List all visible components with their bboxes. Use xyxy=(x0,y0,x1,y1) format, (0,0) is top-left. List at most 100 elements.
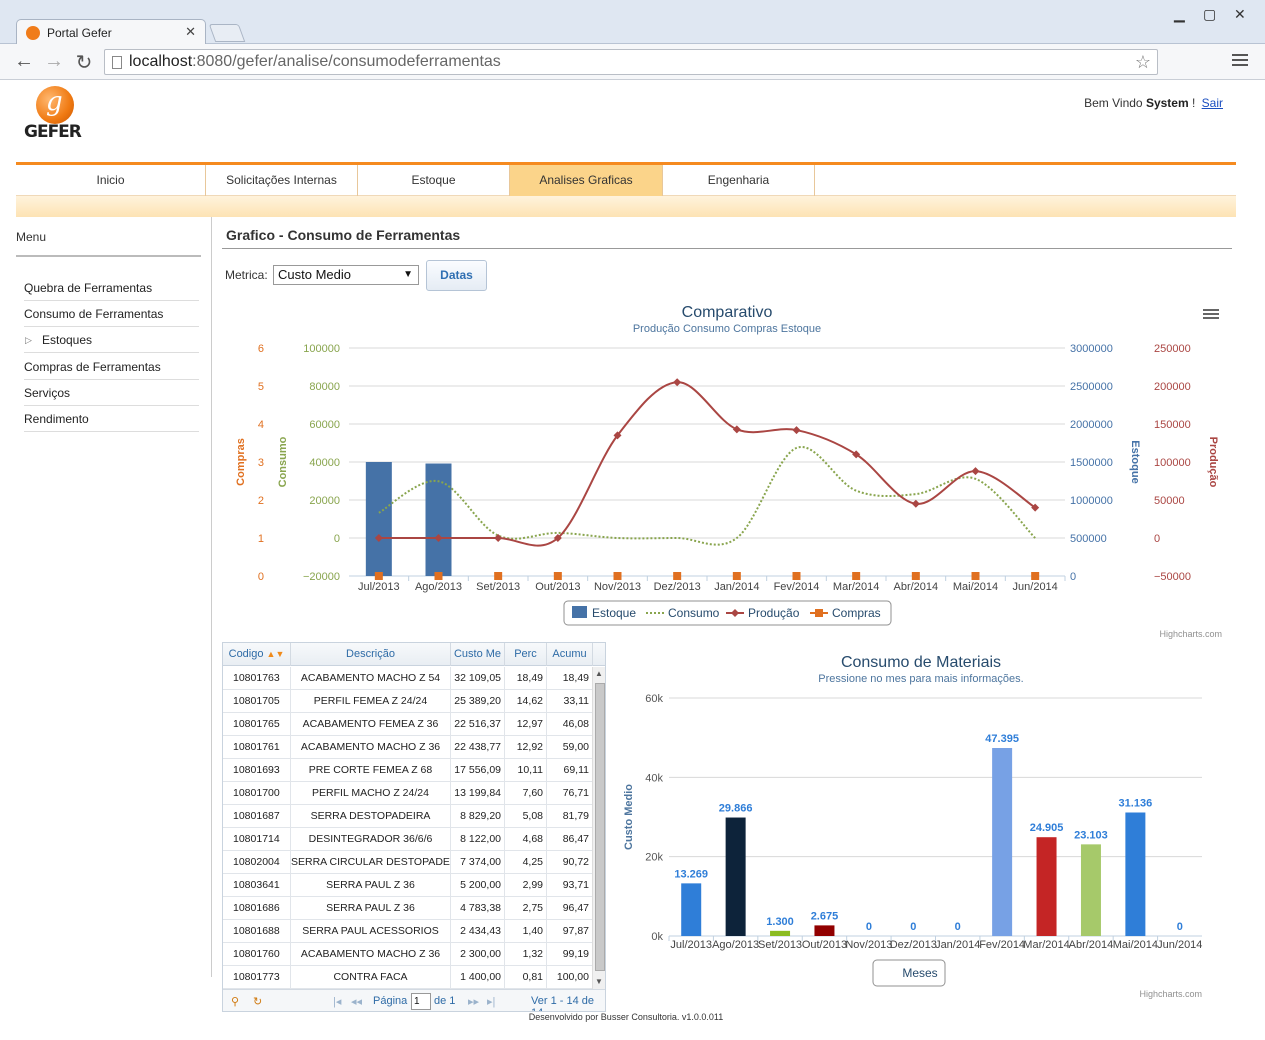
col-custo[interactable]: Custo Me xyxy=(451,643,505,666)
consumo-bar[interactable] xyxy=(814,925,835,936)
nav-item-solicitacoes[interactable]: Solicitações Internas xyxy=(206,165,358,196)
producao-point[interactable] xyxy=(971,467,980,476)
page-number-input[interactable]: 1 xyxy=(411,993,431,1010)
sidebar-item-consumo[interactable]: Consumo de Ferramentas xyxy=(24,301,199,327)
producao-point[interactable] xyxy=(374,534,383,542)
nav-item-inicio[interactable]: Inicio xyxy=(16,165,206,196)
table-row[interactable]: 10801687 SERRA DESTOPADEIRA 8 829,20 5,08 81… xyxy=(223,805,593,828)
legend-item-produção[interactable]: Produção xyxy=(726,606,800,620)
compras-point[interactable] xyxy=(852,572,861,580)
legend-item-consumo[interactable]: Consumo xyxy=(646,606,720,620)
forward-icon[interactable]: → xyxy=(44,50,64,72)
reload-icon[interactable]: ↻ xyxy=(75,52,93,74)
table-row[interactable]: 10801763 ACABAMENTO MACHO Z 54 32 109,05 18… xyxy=(223,667,593,690)
nav-item-estoque[interactable]: Estoque xyxy=(358,165,510,196)
consumo-bar[interactable] xyxy=(992,747,1013,936)
consumo-bar[interactable] xyxy=(681,883,702,936)
legend-item-estoque[interactable]: Estoque xyxy=(572,606,636,620)
window-close-icon[interactable]: ✕ xyxy=(1234,6,1246,22)
sidebar-item-quebra[interactable]: Quebra de Ferramentas xyxy=(24,275,199,301)
compras-point[interactable] xyxy=(792,572,801,580)
table-row[interactable]: 10803641 SERRA PAUL Z 36 5 200,00 2,99 93,71 xyxy=(223,874,593,897)
gefer-logo[interactable]: g GEFER xyxy=(24,86,82,142)
back-icon[interactable]: ← xyxy=(14,50,34,72)
search-icon[interactable]: ⚲ xyxy=(231,996,240,1008)
new-tab-button[interactable] xyxy=(208,24,246,42)
compras-point[interactable] xyxy=(971,572,980,580)
table-row[interactable]: 10801773 CONTRA FACA 1 400,00 0,81 100,00 xyxy=(223,966,593,989)
last-page-icon[interactable]: ▸| xyxy=(487,996,496,1008)
comparativo-chart[interactable]: Comparativo Produção Consumo Compras Est… xyxy=(222,294,1232,644)
table-row[interactable]: 10801714 DESINTEGRADOR 36/6/6 8 122,00 4,68… xyxy=(223,828,593,851)
metric-select[interactable]: Custo Medio ▼ xyxy=(273,265,419,285)
producao-point[interactable] xyxy=(852,450,861,459)
prev-page-icon[interactable]: ◂◂ xyxy=(351,996,363,1008)
nav-item-analises-graficas[interactable]: Analises Graficas xyxy=(510,165,663,196)
consumo-bar[interactable] xyxy=(1080,844,1101,936)
logout-link[interactable]: Sair xyxy=(1201,96,1223,110)
url-text[interactable]: localhost:8080/gefer/analise/consumodefe… xyxy=(129,53,501,70)
compras-point[interactable] xyxy=(1031,572,1040,580)
next-page-icon[interactable]: ▸▸ xyxy=(468,996,480,1008)
producao-point[interactable] xyxy=(673,378,682,387)
chart-menu-icon[interactable] xyxy=(1203,309,1219,319)
producao-point[interactable] xyxy=(1031,503,1040,512)
table-row[interactable]: 10801700 PERFIL MACHO Z 24/24 13 199,84 7,6… xyxy=(223,782,593,805)
compras-point[interactable] xyxy=(732,572,741,580)
consumo-bar[interactable] xyxy=(725,817,746,936)
nav-item-engenharia[interactable]: Engenharia xyxy=(663,165,815,196)
minimize-icon[interactable]: ▁ xyxy=(1174,6,1185,22)
legend-item-meses[interactable]: Meses xyxy=(872,959,946,987)
consumo-bar[interactable] xyxy=(1125,812,1146,936)
producao-point[interactable] xyxy=(434,534,443,542)
address-bar[interactable]: localhost:8080/gefer/analise/consumodefe… xyxy=(104,49,1158,75)
consumo-line[interactable] xyxy=(378,446,1036,546)
maximize-icon[interactable]: ▢ xyxy=(1203,6,1217,22)
legend-item-compras[interactable]: Compras xyxy=(810,606,881,620)
consumo-bar[interactable] xyxy=(770,930,791,936)
table-row[interactable]: 10802004 SERRA CIRCULAR DESTOPADEIRA 7 374… xyxy=(223,851,593,874)
sidebar-item-estoques[interactable]: ▷ Estoques xyxy=(24,327,199,353)
producao-point[interactable] xyxy=(494,534,503,542)
sidebar-item-servicos[interactable]: Serviços xyxy=(24,380,199,406)
col-codigo[interactable]: Codigo ▲▼ xyxy=(223,643,291,666)
producao-point[interactable] xyxy=(553,534,562,542)
table-row[interactable]: 10801760 ACABAMENTO MACHO Z 36 2 300,00 1,3… xyxy=(223,943,593,966)
table-row[interactable]: 10801705 PERFIL FEMEA Z 24/24 25 389,20 14,… xyxy=(223,690,593,713)
chart1-credit[interactable]: Highcharts.com xyxy=(1159,629,1222,639)
table-row[interactable]: 10801686 SERRA PAUL Z 36 4 783,38 2,75 96,47 xyxy=(223,897,593,920)
browser-menu-icon[interactable] xyxy=(1232,54,1248,68)
sidebar-item-compras[interactable]: Compras de Ferramentas xyxy=(24,354,199,380)
producao-point[interactable] xyxy=(792,426,801,435)
col-descricao[interactable]: Descrição xyxy=(291,643,451,666)
producao-point[interactable] xyxy=(911,499,920,508)
datas-button[interactable]: Datas xyxy=(426,260,487,291)
scroll-down-icon[interactable]: ▼ xyxy=(595,977,603,986)
expand-arrow-icon[interactable]: ▷ xyxy=(25,335,32,345)
compras-point[interactable] xyxy=(613,572,622,580)
compras-point[interactable] xyxy=(374,572,383,580)
producao-point[interactable] xyxy=(732,425,741,434)
bookmark-star-icon[interactable]: ☆ xyxy=(1134,52,1151,72)
tab-close-icon[interactable]: ✕ xyxy=(185,24,196,39)
compras-point[interactable] xyxy=(434,572,443,580)
estoque-bar[interactable] xyxy=(365,462,392,576)
consumo-materiais-chart[interactable]: Consumo de Materiais Pressione no mes pa… xyxy=(612,645,1232,1005)
producao-line[interactable] xyxy=(378,381,1036,547)
consumo-bar[interactable] xyxy=(1036,837,1057,936)
first-page-icon[interactable]: |◂ xyxy=(333,996,342,1008)
browser-tab[interactable]: Portal Gefer ✕ xyxy=(16,19,206,45)
chart2-credit[interactable]: Highcharts.com xyxy=(1139,989,1202,999)
table-scrollbar[interactable]: ▲ ▼ xyxy=(592,667,605,989)
table-row[interactable]: 10801761 ACABAMENTO MACHO Z 36 22 438,77 12… xyxy=(223,736,593,759)
scroll-thumb[interactable] xyxy=(595,683,605,971)
table-row[interactable]: 10801765 ACABAMENTO FEMEA Z 36 22 516,37 12… xyxy=(223,713,593,736)
compras-point[interactable] xyxy=(494,572,503,580)
compras-point[interactable] xyxy=(911,572,920,580)
compras-point[interactable] xyxy=(673,572,682,580)
scroll-up-icon[interactable]: ▲ xyxy=(595,669,603,678)
refresh-icon[interactable]: ↻ xyxy=(253,996,263,1008)
col-perc[interactable]: Perc xyxy=(505,643,547,666)
sidebar-item-rendimento[interactable]: Rendimento xyxy=(24,406,199,432)
col-acumulado[interactable]: Acumu xyxy=(547,643,593,666)
